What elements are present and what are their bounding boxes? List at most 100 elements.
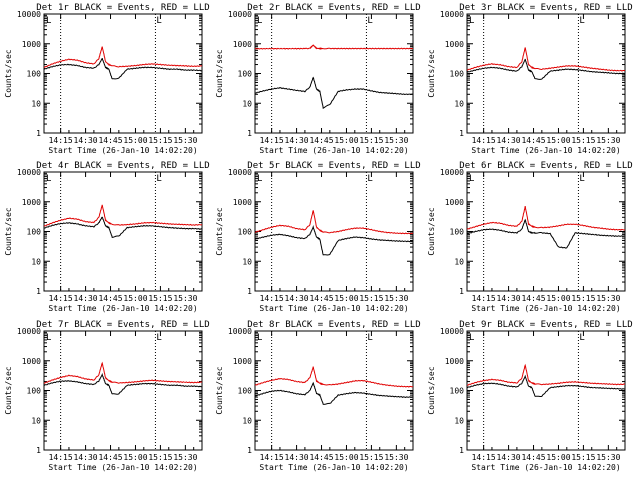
plot-frame <box>254 13 414 134</box>
x-tick-label: 14:45 <box>98 136 122 145</box>
x-tick-label: 14:15 <box>49 294 73 303</box>
y-tick-label: 1000 <box>22 357 41 366</box>
plot-frame <box>466 330 626 451</box>
x-tick-label: 15:00 <box>334 453 358 462</box>
y-tick-label: 1000 <box>233 40 252 49</box>
corner-marker-label: L <box>579 16 584 26</box>
y-tick-label: 10000 <box>228 327 252 336</box>
x-tick-label: 15:00 <box>546 294 570 303</box>
x-tick-label: 15:15 <box>148 453 172 462</box>
events-series-line <box>254 224 414 256</box>
x-tick-label: 15:00 <box>123 453 147 462</box>
y-tick-label: 1 <box>36 446 41 455</box>
x-tick-label: 14:15 <box>260 294 284 303</box>
chart-title: Det 5r BLACK = Events, RED = LLD <box>247 161 420 171</box>
chart-panel: Det 2r BLACK = Events, RED = LLD 1 10 100 10… <box>215 3 421 155</box>
x-tick-label: 14:45 <box>98 294 122 303</box>
chart-panel: Det 7r BLACK = Events, RED = LLD 1 10 100 10… <box>4 320 210 472</box>
y-tick-label: 100 <box>27 387 42 396</box>
y-tick-label: 1 <box>247 129 252 138</box>
x-tick-label: 15:30 <box>173 136 197 145</box>
corner-marker-label: L <box>46 174 51 184</box>
y-axis-label: Counts/sec <box>427 207 436 255</box>
x-axis-label: Start Time (26-Jan-10 14:02:20) <box>259 463 408 472</box>
corner-marker-label: L <box>579 333 584 343</box>
events-series-line <box>254 381 413 405</box>
y-tick-label: 10 <box>242 99 252 108</box>
chart-title: Det 3r BLACK = Events, RED = LLD <box>459 3 632 13</box>
x-tick-label: 15:15 <box>571 136 595 145</box>
corner-marker-label: L <box>257 16 262 26</box>
y-tick-label: 1000 <box>445 357 464 366</box>
y-tick-label: 100 <box>238 387 253 396</box>
lld-series-line <box>466 47 626 72</box>
y-axis-label: Counts/sec <box>4 207 13 255</box>
y-tick-label: 10 <box>454 257 464 266</box>
x-tick-label: 14:30 <box>285 294 309 303</box>
x-tick-label: 14:15 <box>472 453 496 462</box>
x-tick-label: 15:30 <box>596 136 620 145</box>
x-tick-label: 14:30 <box>74 136 98 145</box>
corner-marker-label: L <box>367 16 372 26</box>
y-tick-label: 10000 <box>17 10 41 19</box>
chart-title: Det 8r BLACK = Events, RED = LLD <box>247 320 420 330</box>
y-tick-label: 100 <box>238 70 253 79</box>
lld-series-line <box>254 210 414 235</box>
x-tick-label: 14:15 <box>260 453 284 462</box>
corner-marker-label: L <box>469 333 474 343</box>
chart-panel: Det 5r BLACK = Events, RED = LLD 1 10 100 10… <box>215 161 421 313</box>
y-tick-label: 100 <box>450 387 465 396</box>
y-tick-label: 1000 <box>22 40 41 49</box>
events-series-line <box>43 57 203 80</box>
events-series-line <box>466 218 626 249</box>
y-tick-label: 10000 <box>228 168 252 177</box>
y-tick-label: 10000 <box>17 168 41 177</box>
y-tick-label: 1000 <box>445 40 464 49</box>
chart-title: Det 4r BLACK = Events, RED = LLD <box>36 161 209 171</box>
y-tick-label: 100 <box>450 70 465 79</box>
x-tick-label: 15:00 <box>123 136 147 145</box>
chart-title: Det 6r BLACK = Events, RED = LLD <box>459 161 632 171</box>
y-tick-label: 100 <box>450 228 465 237</box>
corner-marker-label: L <box>469 174 474 184</box>
y-tick-label: 1 <box>36 129 41 138</box>
x-tick-label: 14:30 <box>74 294 98 303</box>
y-tick-label: 100 <box>238 228 253 237</box>
x-axis-label: Start Time (26-Jan-10 14:02:20) <box>259 304 408 313</box>
plot-frame <box>466 171 626 292</box>
x-tick-label: 15:30 <box>384 294 408 303</box>
x-axis-label: Start Time (26-Jan-10 14:02:20) <box>471 146 620 155</box>
x-tick-label: 14:15 <box>260 136 284 145</box>
y-tick-label: 100 <box>27 70 42 79</box>
corner-marker-label: L <box>579 174 584 184</box>
x-tick-label: 14:45 <box>309 136 333 145</box>
x-tick-label: 15:30 <box>173 453 197 462</box>
chart-title: Det 9r BLACK = Events, RED = LLD <box>459 320 632 330</box>
x-tick-label: 14:45 <box>98 453 122 462</box>
y-tick-label: 1000 <box>22 198 41 207</box>
x-axis-label: Start Time (26-Jan-10 14:02:20) <box>259 146 408 155</box>
events-series-line <box>466 58 626 80</box>
x-tick-label: 14:15 <box>472 136 496 145</box>
y-axis-label: Counts/sec <box>215 366 224 414</box>
x-tick-label: 15:00 <box>334 136 358 145</box>
y-tick-label: 10 <box>242 416 252 425</box>
y-tick-label: 1000 <box>445 198 464 207</box>
y-tick-label: 1 <box>459 287 464 296</box>
y-axis-label: Counts/sec <box>4 49 13 97</box>
y-tick-label: 10 <box>454 416 464 425</box>
x-tick-label: 14:45 <box>309 453 333 462</box>
plot-frame <box>466 13 626 134</box>
y-axis-label: Counts/sec <box>215 49 224 97</box>
x-tick-label: 14:30 <box>285 453 309 462</box>
lld-series-line <box>254 366 414 388</box>
events-series-line <box>254 76 414 110</box>
x-tick-label: 14:45 <box>309 294 333 303</box>
x-axis-label: Start Time (26-Jan-10 14:02:20) <box>471 304 620 313</box>
y-tick-label: 10 <box>31 257 41 266</box>
lld-series-line <box>43 46 202 69</box>
chart-title: Det 1r BLACK = Events, RED = LLD <box>36 3 209 13</box>
corner-marker-label: L <box>156 333 161 343</box>
corner-marker-label: L <box>257 174 262 184</box>
